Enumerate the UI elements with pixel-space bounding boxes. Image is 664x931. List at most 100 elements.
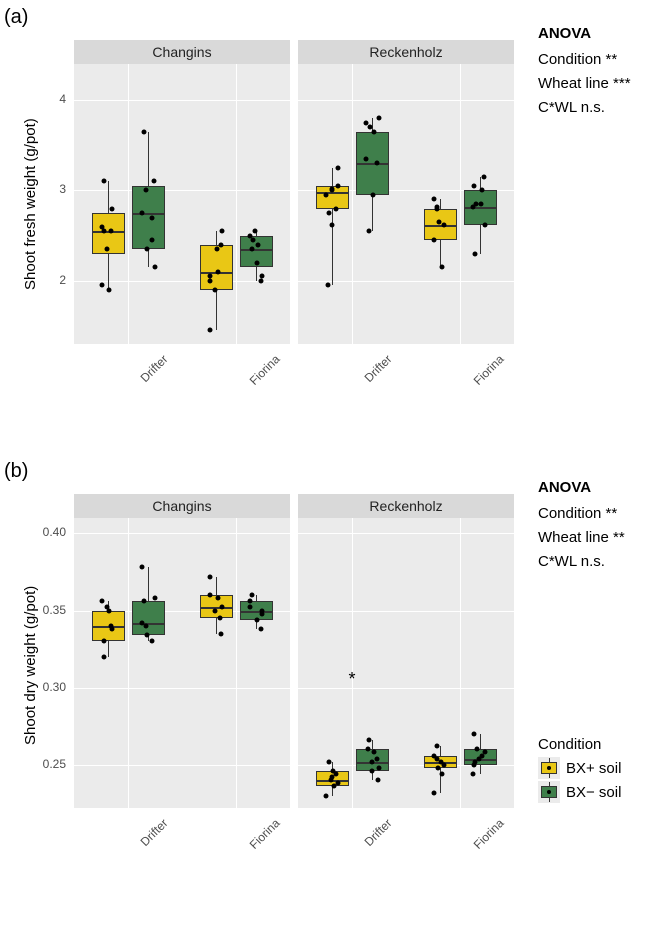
facet-strip: Reckenholz <box>298 494 514 518</box>
data-point <box>219 631 224 636</box>
legend-title: Condition <box>538 736 621 753</box>
data-point <box>474 747 479 752</box>
data-point <box>250 238 255 243</box>
data-point <box>334 206 339 211</box>
data-point <box>431 790 436 795</box>
facet-strip: Changins <box>74 494 290 518</box>
x-tick-label: Fiorina <box>247 816 283 852</box>
anova-line: C*WL n.s. <box>538 550 625 574</box>
data-point <box>334 772 339 777</box>
data-point <box>329 186 334 191</box>
data-point <box>250 247 255 252</box>
data-point <box>335 183 340 188</box>
significance-mark: * <box>348 669 355 690</box>
y-tick-label: 4 <box>26 92 66 106</box>
anova-line: Condition ** <box>538 502 625 526</box>
data-point <box>375 161 380 166</box>
y-tick-label: 0.40 <box>26 525 66 539</box>
data-point <box>471 731 476 736</box>
data-point <box>255 242 260 247</box>
data-point <box>371 750 376 755</box>
panel-label: (b) <box>4 460 28 483</box>
anova-line: Condition ** <box>538 48 631 72</box>
data-point <box>208 593 213 598</box>
gridline-v <box>352 64 353 344</box>
data-point <box>325 283 330 288</box>
data-point <box>330 222 335 227</box>
data-point <box>435 744 440 749</box>
x-tick-label: Fiorina <box>471 816 507 852</box>
data-point <box>140 211 145 216</box>
data-point <box>441 222 446 227</box>
whisker <box>440 746 441 792</box>
legend-item: BX+ soil <box>538 757 621 779</box>
gridline-h <box>298 281 514 282</box>
data-point <box>473 251 478 256</box>
data-point <box>102 229 107 234</box>
data-point <box>376 765 381 770</box>
legend-key <box>538 757 560 779</box>
gridline-h <box>298 611 514 612</box>
data-point <box>109 206 114 211</box>
data-point <box>151 179 156 184</box>
data-point <box>109 627 114 632</box>
data-point <box>363 156 368 161</box>
data-point <box>367 125 372 130</box>
data-point <box>142 599 147 604</box>
data-point <box>437 220 442 225</box>
gridline-h <box>74 533 290 534</box>
data-point <box>208 328 213 333</box>
gridline-v <box>236 518 237 808</box>
gridline-v <box>128 518 129 808</box>
data-point <box>219 242 224 247</box>
gridline-h <box>74 100 290 101</box>
y-tick-label: 3 <box>26 182 66 196</box>
data-point <box>258 627 263 632</box>
figure-root: (a)Shoot fresh weight (g/pot)Changins234… <box>0 0 664 931</box>
anova-title: ANOVA <box>538 22 631 46</box>
y-tick-label: 0.25 <box>26 757 66 771</box>
data-point <box>482 750 487 755</box>
data-point <box>335 165 340 170</box>
data-point <box>145 633 150 638</box>
anova-title: ANOVA <box>538 476 625 500</box>
data-point <box>215 269 220 274</box>
y-tick-label: 2 <box>26 273 66 287</box>
data-point <box>473 759 478 764</box>
data-point <box>440 772 445 777</box>
plot-panel <box>74 64 290 344</box>
data-point <box>207 278 212 283</box>
data-point <box>324 192 329 197</box>
boxplot-median <box>240 249 273 251</box>
data-point <box>219 605 224 610</box>
gridline-h <box>298 765 514 766</box>
data-point <box>376 116 381 121</box>
data-point <box>435 765 440 770</box>
data-point <box>327 211 332 216</box>
data-point <box>150 215 155 220</box>
data-point <box>258 278 263 283</box>
data-point <box>213 608 218 613</box>
data-point <box>220 229 225 234</box>
legend-label: BX+ soil <box>566 760 621 777</box>
data-point <box>106 287 111 292</box>
data-point <box>213 287 218 292</box>
boxplot-median <box>240 611 273 613</box>
data-point <box>150 238 155 243</box>
data-point <box>140 565 145 570</box>
anova-block: ANOVACondition **Wheat line **C*WL n.s. <box>538 476 625 574</box>
data-point <box>435 756 440 761</box>
data-point <box>431 238 436 243</box>
data-point <box>101 639 106 644</box>
gridline-h <box>298 688 514 689</box>
gridline-h <box>298 533 514 534</box>
data-point <box>375 778 380 783</box>
boxplot-median <box>464 207 497 209</box>
legend-dot-icon <box>547 790 551 794</box>
gridline-v <box>236 64 237 344</box>
anova-line: Wheat line ** <box>538 526 625 550</box>
facet-strip: Changins <box>74 40 290 64</box>
anova-block: ANOVACondition **Wheat line ***C*WL n.s. <box>538 22 631 120</box>
legend: ConditionBX+ soilBX− soil <box>538 736 621 805</box>
data-point <box>152 596 157 601</box>
